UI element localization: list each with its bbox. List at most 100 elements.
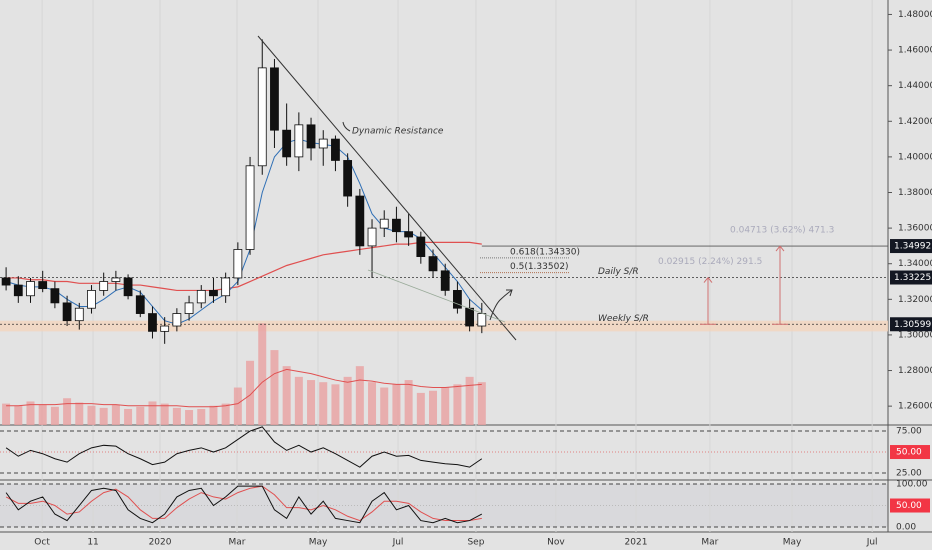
x-tick-label: Sep [467,538,484,548]
annotation: Dynamic Resistance [352,127,444,137]
x-tick-label: May [783,538,802,548]
volume-bar [26,401,35,425]
projection-arrow [489,289,513,321]
x-tick-label: Jul [392,538,404,548]
level-badge [890,317,932,332]
candle-body [233,249,243,279]
candle-body [453,290,462,309]
volume-bar [111,404,120,425]
support-zone [0,320,888,332]
x-tick-label: Mar [229,538,246,548]
volume-bar [368,382,377,425]
candle-body [343,160,353,197]
volume-bar [209,405,218,425]
x-tick-label: Nov [547,538,565,548]
level-badge-label: 1.34992 [894,242,931,252]
volume-bar [282,366,291,425]
volume-bar [75,402,84,425]
y-tick-label: 1.46000 [898,46,932,56]
candle-body [282,129,292,158]
volume-bar [87,405,96,425]
candle-body [440,270,450,291]
measure-head [707,277,713,283]
candle-body [209,290,218,297]
candle-body [172,313,182,327]
y-tick-label: 1.34000 [898,259,932,269]
rsi-tick-label: 50.00 [896,448,922,458]
candle-body [294,124,304,158]
candle-body [148,313,157,332]
volume-bar [307,380,316,425]
x-tick-label: Oct [34,538,50,548]
rsi-tick-label: 75.00 [896,427,922,437]
candle-body [1,277,11,286]
x-tick-label: 11 [87,538,98,548]
stoch-tick-label: 100.00 [896,480,928,490]
level-name: Weekly S/R [598,314,649,324]
volume-bar [404,380,413,425]
measure-head [775,245,781,252]
volume-bar [270,350,279,425]
y-tick-label: 1.40000 [898,152,932,162]
volume-bar [380,387,389,425]
candle-body [477,313,487,327]
candle-body [245,165,255,250]
candle-body [392,218,401,233]
x-tick-label: Jul [866,538,878,548]
candle-body [318,138,328,149]
y-tick-label: 1.26000 [898,402,932,412]
candle-body [160,325,170,332]
volume-bar [355,366,364,425]
volume-bar [343,376,352,425]
ma-fast [5,138,483,325]
candle-body [62,302,72,322]
volume-bar [319,382,328,425]
candle-body [123,277,133,297]
x-tick-label: Mar [701,538,718,548]
candle-body [416,236,426,257]
measure-head [779,245,785,252]
candle-body [38,281,48,290]
volume-bar [477,382,486,425]
trendline [257,35,517,341]
volume-bar [14,405,23,425]
candle-body [87,290,96,309]
y-tick-label: 1.28000 [898,366,932,376]
level-badge [890,270,932,285]
volume-bar [416,392,425,425]
volume-bar [221,403,230,425]
candle-body [428,256,438,272]
candle-body [99,281,109,291]
volume-bar [99,407,108,425]
annotation-arrow [342,121,351,132]
volume-bar [160,403,169,425]
measure-label: 0.02915 (2.24%) 291.5 [658,257,762,267]
volume-bar [124,408,133,425]
candle-body [257,67,267,167]
stoch-d [5,485,482,522]
candle-body [306,124,316,149]
fib-label: 0.5(1.33502) [510,262,569,272]
stoch-badge [890,498,930,513]
y-tick-label: 1.44000 [898,81,932,91]
volume-bar [441,387,450,425]
volume-ma [6,368,482,408]
volume-bar [148,401,157,425]
volume-bar [246,360,255,425]
y-tick-label: 1.42000 [898,117,932,127]
x-tick-label: May [309,538,328,548]
candle-body [465,307,475,327]
candle-body [196,290,206,304]
stoch-k [5,485,483,524]
candle-body [379,218,389,229]
level-badge [890,239,932,254]
volume-bar [172,407,181,425]
volume-bar [38,404,47,425]
volume-bar [258,323,267,425]
candle-body [26,281,35,297]
y-tick-label: 1.48000 [898,10,932,20]
volume-bar [2,403,11,425]
candle-body [50,288,60,304]
candle-body [270,67,279,131]
